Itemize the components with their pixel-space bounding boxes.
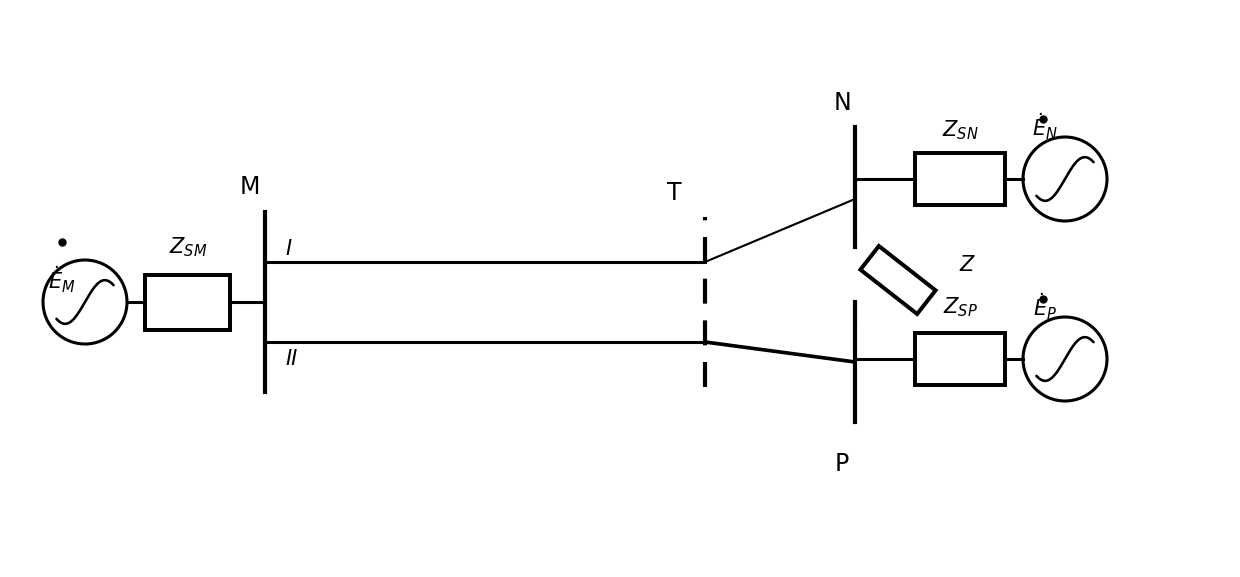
Polygon shape [861,246,936,314]
Text: I: I [285,239,291,259]
Text: $Z_{SP}$: $Z_{SP}$ [942,295,977,319]
Text: $\dot{E}_M$: $\dot{E}_M$ [48,265,76,295]
Text: $Z$: $Z$ [960,255,977,275]
Text: $Z_{SM}$: $Z_{SM}$ [169,235,207,259]
Bar [145,275,229,330]
Text: N: N [833,91,851,115]
Text: P: P [835,452,849,476]
Text: II: II [285,349,298,369]
Text: $\dot{E}_P$: $\dot{E}_P$ [1033,291,1056,322]
Text: $Z_{SN}$: $Z_{SN}$ [941,118,978,142]
Text: T: T [667,181,682,205]
Text: $\dot{E}_N$: $\dot{E}_N$ [1032,111,1058,142]
Bar [915,333,1004,385]
Bar [915,153,1004,205]
Text: M: M [239,175,260,199]
